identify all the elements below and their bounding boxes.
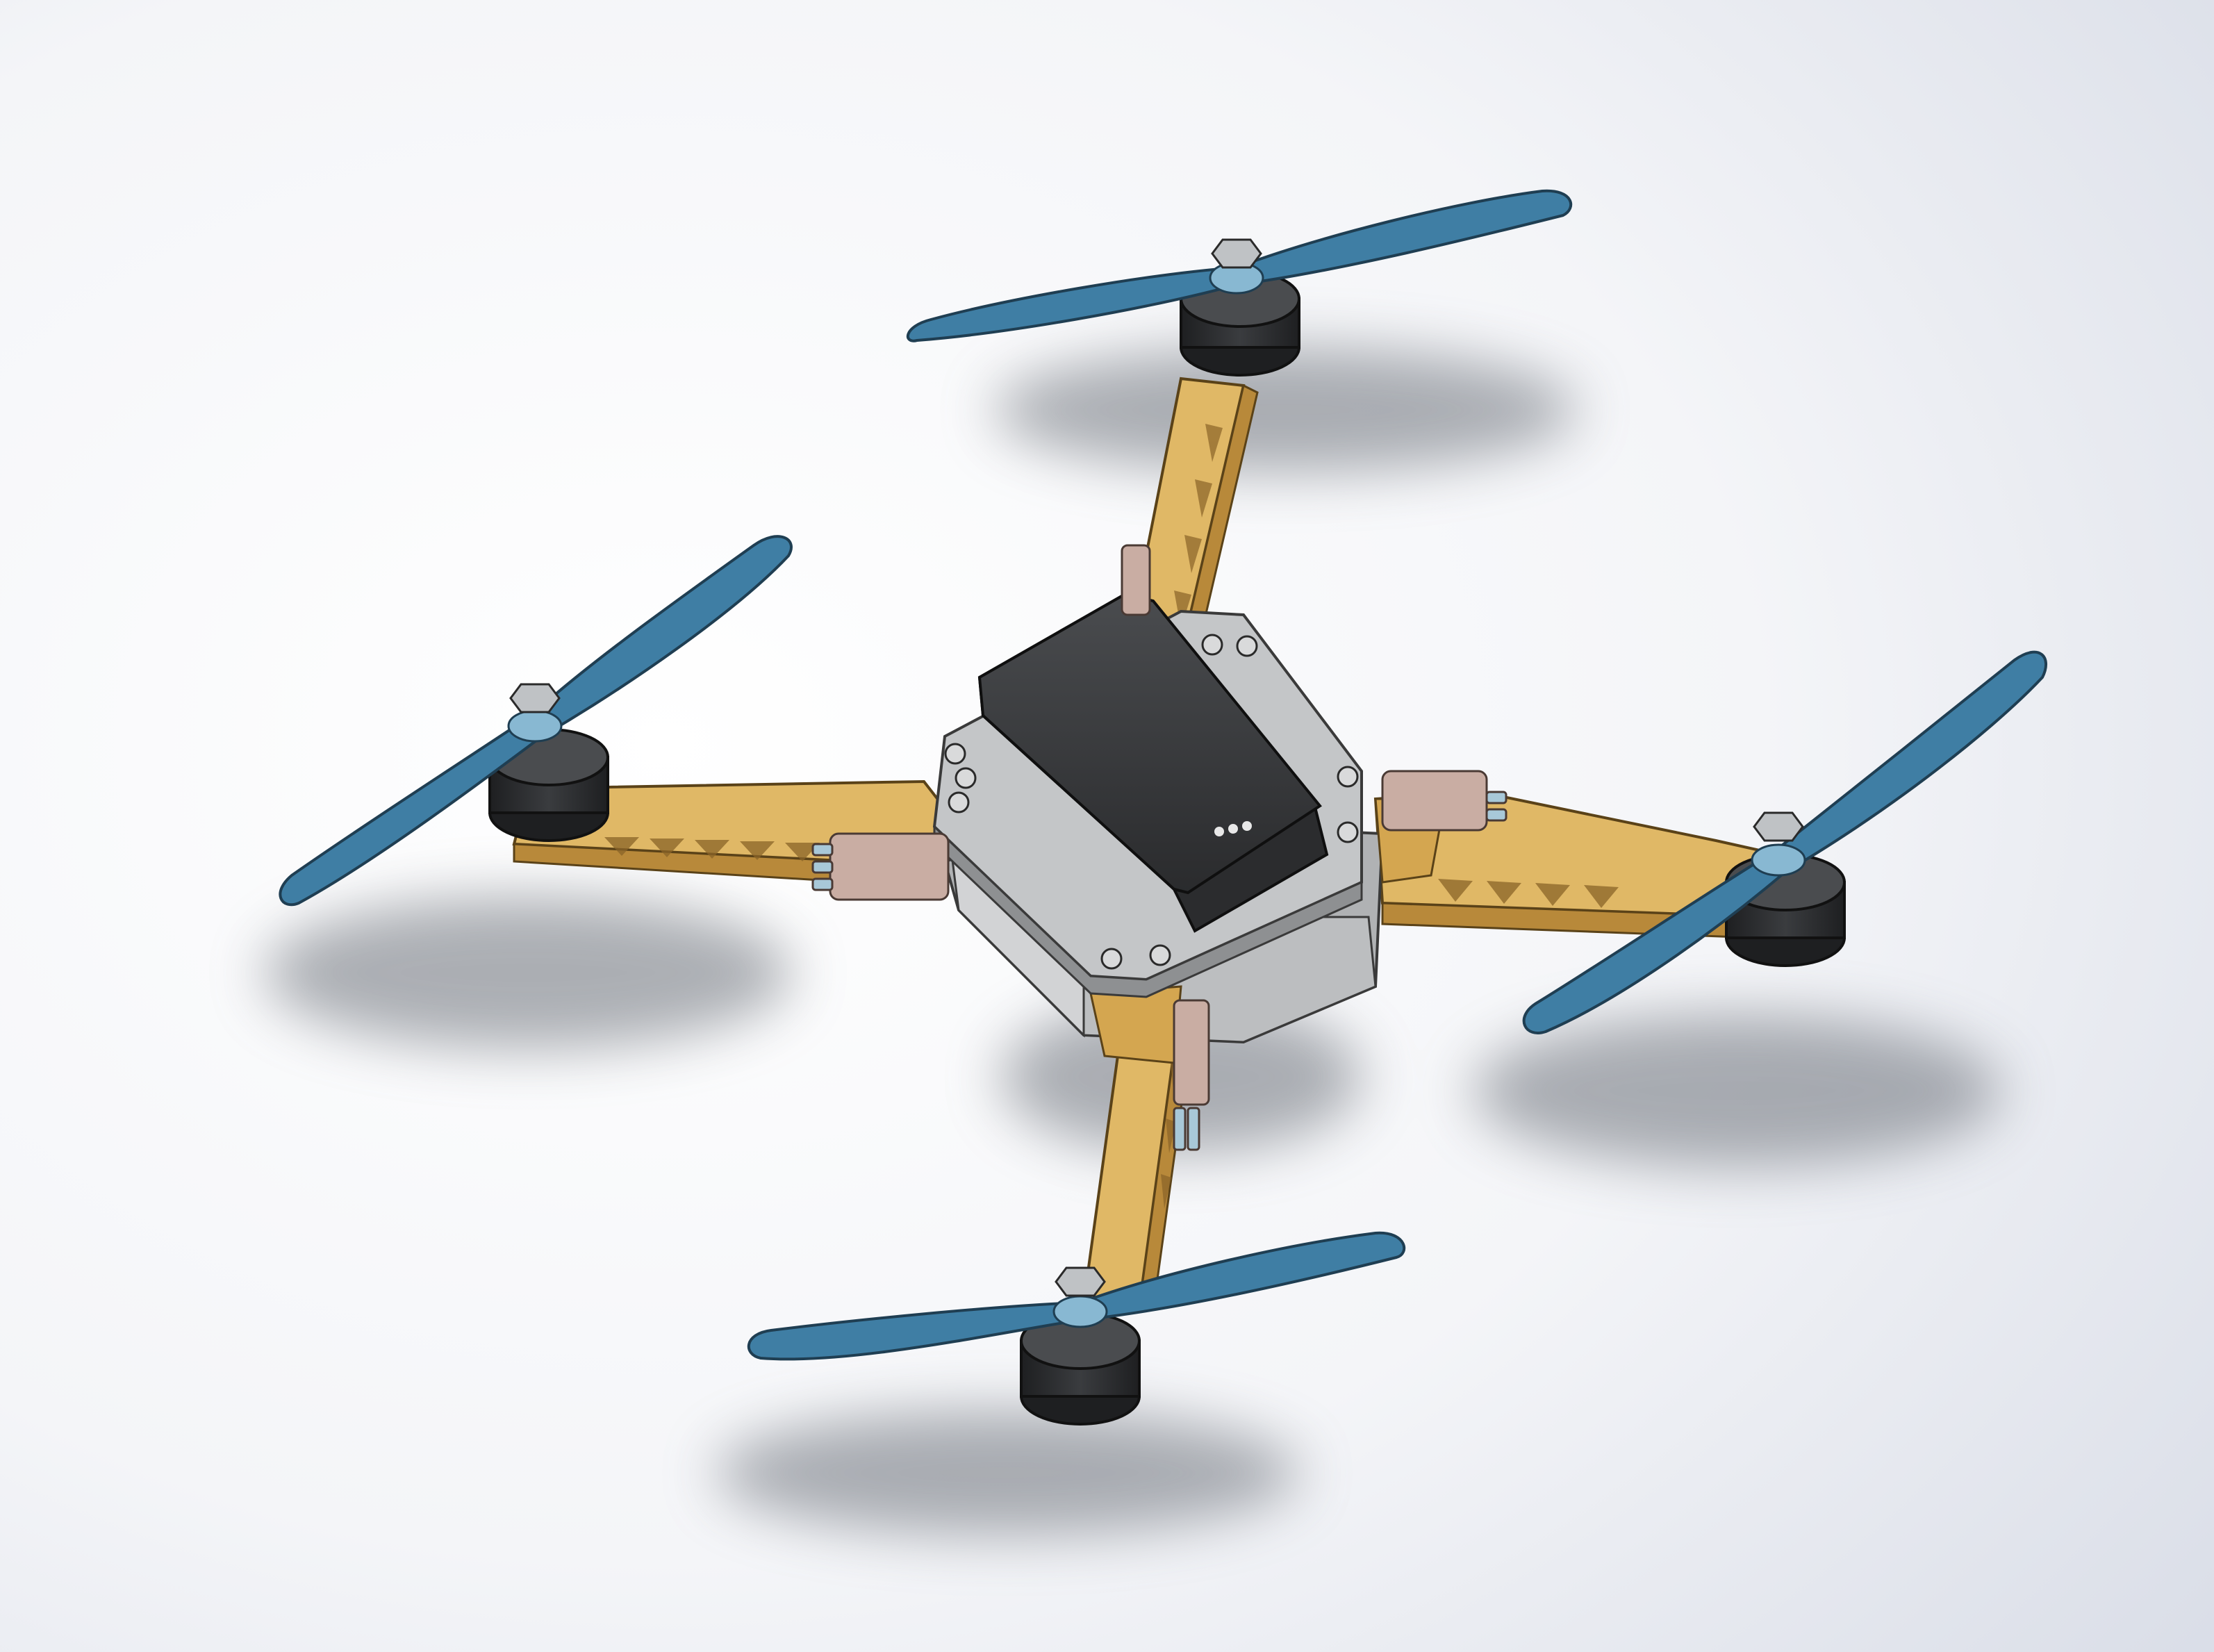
esc-block-right	[1381, 770, 1488, 832]
top-plate-edge	[933, 824, 1363, 998]
screw-icon	[955, 767, 977, 789]
propeller-back[interactable]	[906, 189, 1573, 342]
screw-icon	[948, 791, 970, 813]
standoffs	[811, 544, 1507, 1151]
led-icon	[1228, 824, 1238, 834]
propeller-front[interactable]	[747, 1231, 1406, 1361]
prop-nut-icon	[1055, 1266, 1106, 1297]
propeller-right[interactable]	[1522, 650, 2047, 1034]
shadow-propeller-right	[1473, 1014, 2001, 1167]
motor-left[interactable]	[488, 728, 609, 842]
screw-icon	[1100, 948, 1123, 970]
esc-block-left	[829, 832, 950, 901]
prop-nut-icon	[1211, 238, 1262, 269]
screw-icon	[1337, 821, 1359, 843]
battery-leds	[1214, 821, 1252, 836]
frame-body[interactable]	[811, 544, 1507, 1151]
arm-bracket-front	[1089, 985, 1182, 1064]
plate-screws	[944, 634, 1359, 970]
shadow-propeller-left	[264, 896, 792, 1049]
standoff-back	[1121, 544, 1151, 616]
prop-nut-icon	[509, 683, 561, 713]
led-icon	[1214, 827, 1224, 836]
propeller-left[interactable]	[279, 535, 793, 907]
shadow-propeller-back	[993, 347, 1577, 472]
screw-icon	[1149, 944, 1171, 966]
motor-front[interactable]	[1020, 1312, 1141, 1426]
shadow-propeller-front	[716, 1410, 1299, 1535]
screw-icon	[944, 743, 966, 765]
standoff-front	[1173, 999, 1210, 1106]
screw-icon	[1236, 635, 1258, 657]
screw-icon	[1201, 634, 1223, 656]
led-icon	[1242, 821, 1252, 831]
prop-nut-icon	[1753, 811, 1804, 842]
screw-icon	[1337, 766, 1359, 788]
